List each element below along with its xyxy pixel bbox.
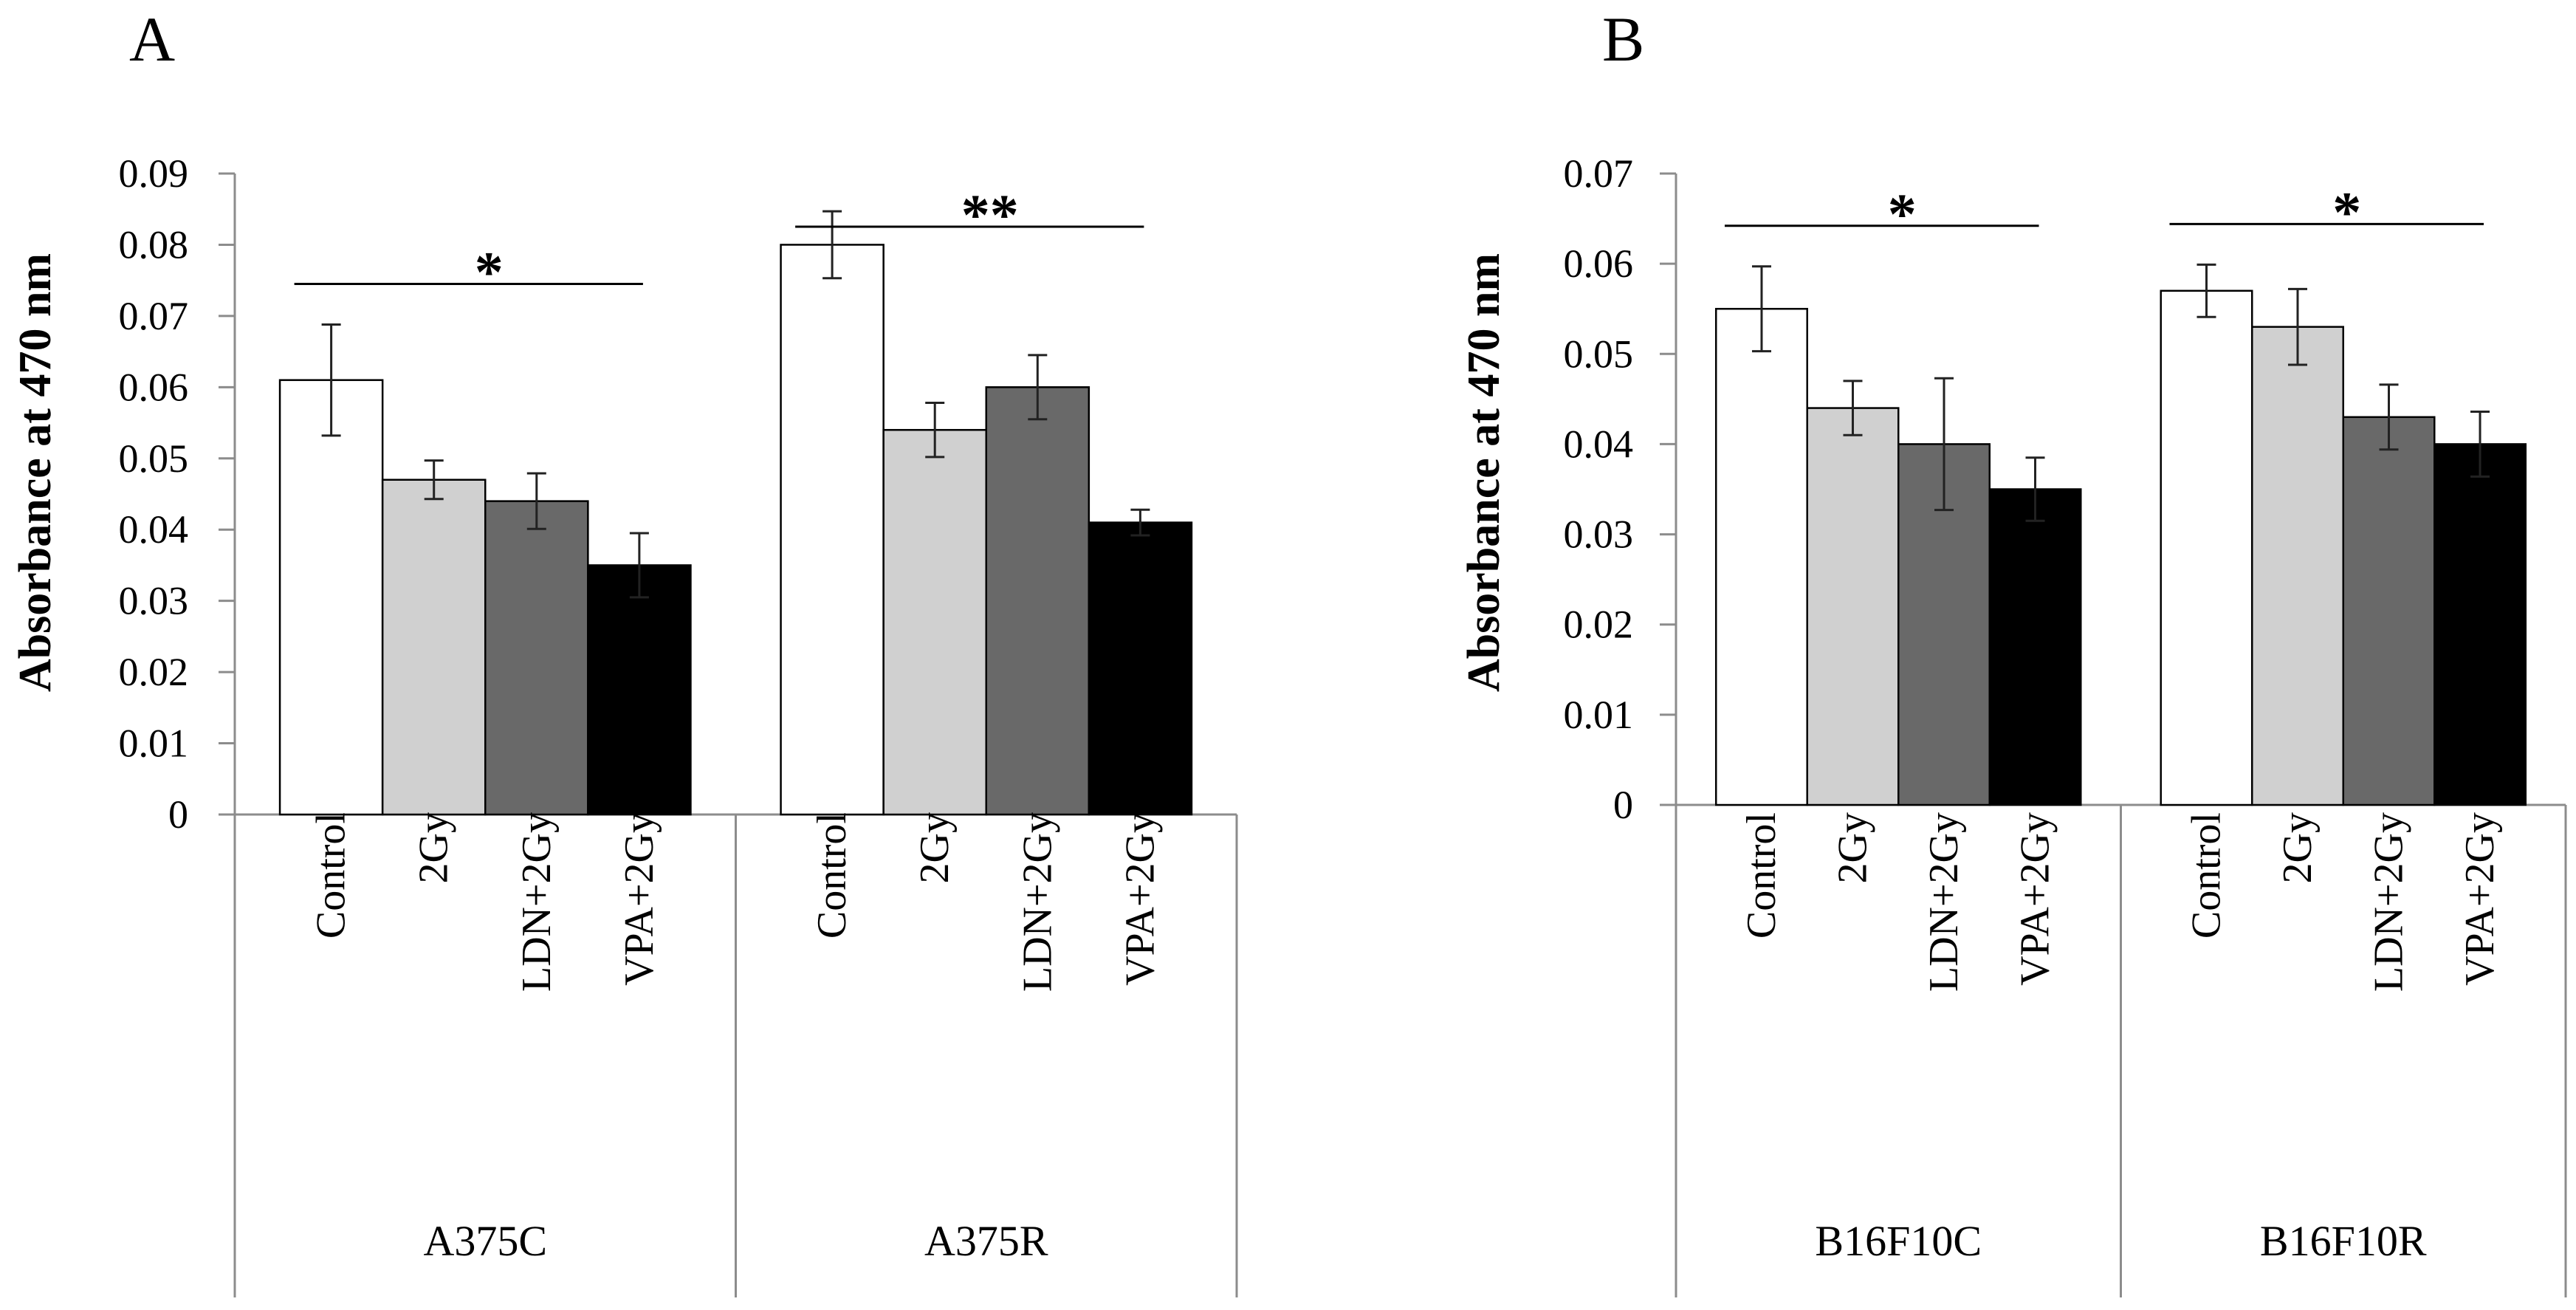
category-label: LDN+2Gy <box>514 812 560 992</box>
group-label: A375C <box>423 1217 547 1265</box>
group-label: A375R <box>924 1217 1048 1265</box>
bar <box>882 428 987 816</box>
category-label: LDN+2Gy <box>2366 812 2412 992</box>
category-label: Control <box>2183 812 2229 939</box>
panel-a-ylabel: Absorbance at 470 nm <box>10 253 61 692</box>
bar <box>381 479 487 816</box>
bar <box>1714 307 1808 806</box>
bar <box>2434 443 2527 806</box>
group-label: B16F10C <box>1815 1217 1982 1265</box>
category-label: Control <box>1739 812 1785 939</box>
category-label: VPA+2Gy <box>1117 812 1163 986</box>
significance-marker: ** <box>961 182 1019 247</box>
bar <box>2160 289 2253 806</box>
y-tick-label: 0.03 <box>1564 512 1634 557</box>
category-label: VPA+2Gy <box>2013 812 2058 986</box>
y-tick-label: 0.02 <box>119 650 189 694</box>
y-tick-label: 0.04 <box>119 507 189 552</box>
y-tick-label: 0.07 <box>1564 151 1634 196</box>
bar <box>278 379 384 816</box>
panel-b-chart: 0 0.01 0.02 0.03 0.04 0.05 0.06 0.07 Control 2Gy L… <box>1564 151 2567 1297</box>
bar <box>780 244 885 816</box>
y-tick-label: 0.02 <box>1564 603 1634 647</box>
y-tick-label: 0.06 <box>1564 241 1634 286</box>
category-label: LDN+2Gy <box>1921 812 1967 992</box>
bar <box>2250 326 2345 806</box>
y-tick-label: 0.08 <box>119 222 189 267</box>
panel-b-ylabel: Absorbance at 470 nm <box>1459 253 1509 692</box>
category-label: 2Gy <box>411 812 457 883</box>
bar <box>2342 416 2436 806</box>
panel-a-letter: A <box>129 4 175 75</box>
y-tick-label: 0.01 <box>1564 693 1634 737</box>
category-label: LDN+2Gy <box>1014 812 1060 992</box>
bar <box>985 386 1090 816</box>
bar <box>1806 407 1900 806</box>
significance-marker: * <box>1888 182 1917 246</box>
significance-marker: * <box>475 239 504 304</box>
category-label: Control <box>309 812 354 939</box>
y-tick-label: 0.01 <box>119 721 189 766</box>
y-tick-label: 0.06 <box>119 365 189 409</box>
group-label: B16F10R <box>2260 1217 2427 1265</box>
y-tick-label: 0.03 <box>119 579 189 623</box>
category-label: VPA+2Gy <box>2457 812 2503 986</box>
y-tick-label: 0.04 <box>1564 422 1634 466</box>
panel-a: A Absorbance at 470 nm 0 0.01 0.02 0.03 0.04… <box>10 4 1238 1297</box>
category-label: 2Gy <box>912 812 958 883</box>
y-tick-label: 0 <box>168 792 188 837</box>
bar <box>484 500 589 816</box>
bar <box>1988 488 2082 806</box>
bar <box>587 564 692 816</box>
panel-b-letter: B <box>1602 4 1644 75</box>
y-tick-label: 0.07 <box>119 294 189 338</box>
y-tick-label: 0.05 <box>1564 332 1634 376</box>
category-label: Control <box>809 812 855 939</box>
significance-marker: * <box>2332 179 2361 244</box>
panel-a-chart: 0 0.01 0.02 0.03 0.04 0.05 0.06 0.07 0.08 0.09 Con… <box>119 151 1238 1297</box>
y-tick-label: 0.09 <box>119 151 189 196</box>
y-tick-label: 0 <box>1613 783 1633 827</box>
category-label: VPA+2Gy <box>616 812 662 986</box>
category-label: 2Gy <box>1830 812 1875 883</box>
panel-b: B Absorbance at 470 nm 0 0.01 0.02 0.03 0.04… <box>1459 4 2567 1297</box>
bar <box>1088 521 1193 816</box>
y-tick-label: 0.05 <box>119 436 189 481</box>
category-label: 2Gy <box>2275 812 2321 883</box>
